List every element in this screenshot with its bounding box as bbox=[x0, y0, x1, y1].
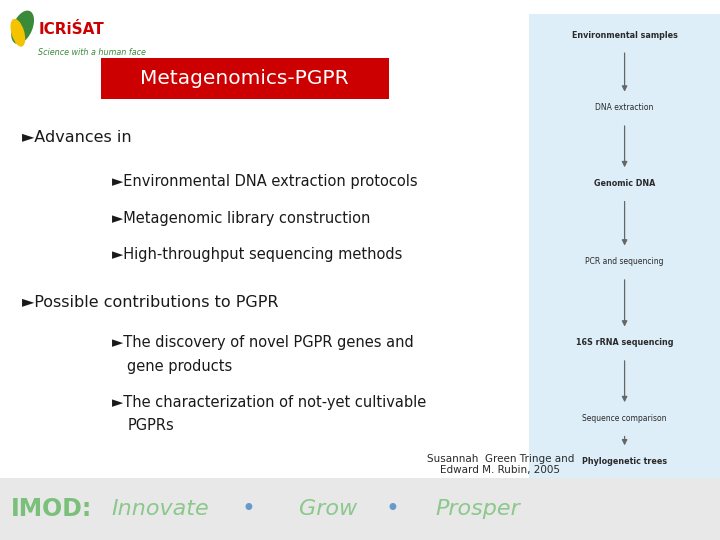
Text: Environmental samples: Environmental samples bbox=[572, 31, 678, 39]
Text: Susannah  Green Tringe and
Edward M. Rubin, 2005: Susannah Green Tringe and Edward M. Rubi… bbox=[427, 454, 574, 475]
Text: Grow: Grow bbox=[299, 499, 357, 519]
Bar bbox=[101, 58, 389, 98]
Text: •: • bbox=[241, 497, 256, 521]
Text: gene products: gene products bbox=[127, 359, 233, 374]
Text: ►The discovery of novel PGPR genes and: ►The discovery of novel PGPR genes and bbox=[112, 335, 413, 350]
Text: ►Advances in: ►Advances in bbox=[22, 130, 131, 145]
Text: Metagenomics-PGPR: Metagenomics-PGPR bbox=[140, 69, 349, 88]
Text: PCR and sequencing: PCR and sequencing bbox=[585, 258, 664, 266]
Text: PGPRs: PGPRs bbox=[127, 418, 174, 433]
Text: DNA extraction: DNA extraction bbox=[595, 104, 654, 112]
Text: Genomic DNA: Genomic DNA bbox=[594, 179, 655, 188]
Text: ►Possible contributions to PGPR: ►Possible contributions to PGPR bbox=[22, 295, 278, 310]
Ellipse shape bbox=[11, 19, 25, 46]
Text: Prosper: Prosper bbox=[436, 499, 521, 519]
Text: Phylogenetic trees: Phylogenetic trees bbox=[582, 457, 667, 466]
Text: ►The characterization of not-yet cultivable: ►The characterization of not-yet cultiva… bbox=[112, 395, 426, 410]
Text: IMOD:: IMOD: bbox=[11, 497, 92, 521]
Text: ►Metagenomic library construction: ►Metagenomic library construction bbox=[112, 211, 370, 226]
Text: Science with a human face: Science with a human face bbox=[38, 48, 146, 57]
Ellipse shape bbox=[12, 11, 34, 44]
Text: 16S rRNA sequencing: 16S rRNA sequencing bbox=[576, 339, 673, 347]
Text: ►Environmental DNA extraction protocols: ►Environmental DNA extraction protocols bbox=[112, 174, 417, 190]
Text: Innovate: Innovate bbox=[112, 499, 210, 519]
Text: Sequence comparison: Sequence comparison bbox=[582, 414, 667, 423]
Text: ►High-throughput sequencing methods: ►High-throughput sequencing methods bbox=[112, 247, 402, 262]
Bar bbox=[529, 14, 720, 478]
Text: •: • bbox=[385, 497, 400, 521]
Bar bbox=[0, 478, 720, 540]
Text: ICRiŚAT: ICRiŚAT bbox=[38, 22, 104, 37]
